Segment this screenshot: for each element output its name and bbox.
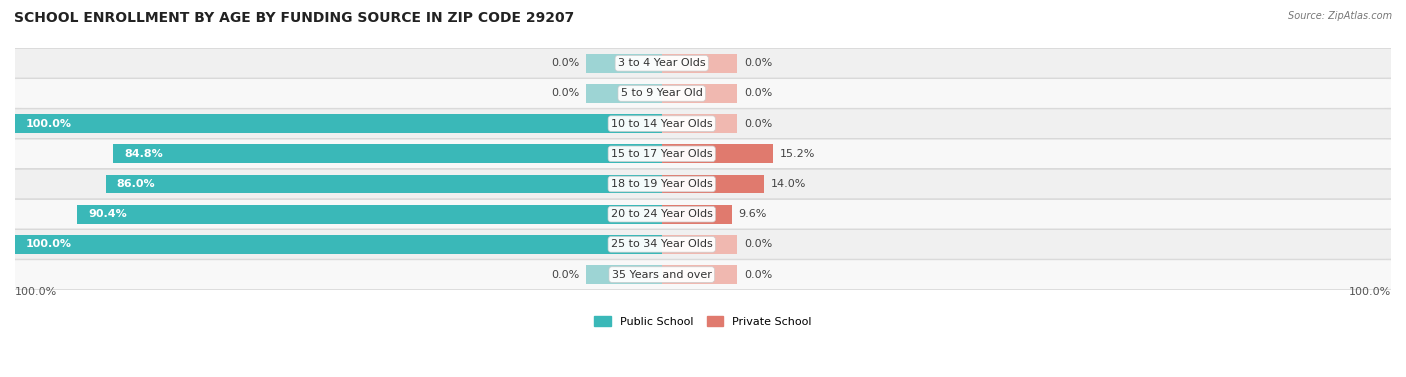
Bar: [662, 114, 737, 133]
FancyBboxPatch shape: [8, 230, 1398, 259]
Text: 100.0%: 100.0%: [1348, 287, 1391, 297]
FancyBboxPatch shape: [8, 260, 1398, 290]
Bar: [105, 175, 662, 193]
Text: 0.0%: 0.0%: [744, 239, 772, 250]
Bar: [586, 54, 662, 73]
Bar: [15, 114, 662, 133]
Bar: [662, 265, 737, 284]
Text: SCHOOL ENROLLMENT BY AGE BY FUNDING SOURCE IN ZIP CODE 29207: SCHOOL ENROLLMENT BY AGE BY FUNDING SOUR…: [14, 11, 574, 25]
Text: 9.6%: 9.6%: [738, 209, 768, 219]
Text: 20 to 24 Year Olds: 20 to 24 Year Olds: [610, 209, 713, 219]
Text: Source: ZipAtlas.com: Source: ZipAtlas.com: [1288, 11, 1392, 21]
Bar: [662, 84, 737, 103]
Text: 0.0%: 0.0%: [551, 270, 579, 280]
Bar: [662, 235, 737, 254]
Text: 15 to 17 Year Olds: 15 to 17 Year Olds: [612, 149, 713, 159]
FancyBboxPatch shape: [8, 79, 1398, 108]
Text: 84.8%: 84.8%: [124, 149, 163, 159]
Bar: [77, 205, 662, 224]
FancyBboxPatch shape: [8, 169, 1398, 199]
Text: 86.0%: 86.0%: [117, 179, 155, 189]
Text: 25 to 34 Year Olds: 25 to 34 Year Olds: [610, 239, 713, 250]
Bar: [662, 144, 772, 163]
Bar: [662, 54, 737, 73]
Bar: [662, 175, 763, 193]
FancyBboxPatch shape: [8, 49, 1398, 78]
FancyBboxPatch shape: [8, 199, 1398, 229]
Text: 0.0%: 0.0%: [744, 89, 772, 98]
Text: 0.0%: 0.0%: [551, 89, 579, 98]
Legend: Public School, Private School: Public School, Private School: [591, 312, 815, 332]
Bar: [662, 205, 731, 224]
Text: 0.0%: 0.0%: [551, 58, 579, 68]
Text: 90.4%: 90.4%: [89, 209, 127, 219]
Text: 100.0%: 100.0%: [25, 119, 72, 129]
Bar: [114, 144, 662, 163]
FancyBboxPatch shape: [8, 139, 1398, 169]
Text: 100.0%: 100.0%: [25, 239, 72, 250]
Bar: [586, 265, 662, 284]
Text: 100.0%: 100.0%: [15, 287, 58, 297]
Bar: [586, 84, 662, 103]
Text: 0.0%: 0.0%: [744, 270, 772, 280]
Text: 5 to 9 Year Old: 5 to 9 Year Old: [621, 89, 703, 98]
Bar: [15, 235, 662, 254]
Text: 15.2%: 15.2%: [779, 149, 815, 159]
FancyBboxPatch shape: [8, 109, 1398, 138]
Text: 0.0%: 0.0%: [744, 58, 772, 68]
Text: 0.0%: 0.0%: [744, 119, 772, 129]
Text: 3 to 4 Year Olds: 3 to 4 Year Olds: [617, 58, 706, 68]
Text: 35 Years and over: 35 Years and over: [612, 270, 711, 280]
Text: 18 to 19 Year Olds: 18 to 19 Year Olds: [610, 179, 713, 189]
Text: 14.0%: 14.0%: [770, 179, 806, 189]
Text: 10 to 14 Year Olds: 10 to 14 Year Olds: [612, 119, 713, 129]
